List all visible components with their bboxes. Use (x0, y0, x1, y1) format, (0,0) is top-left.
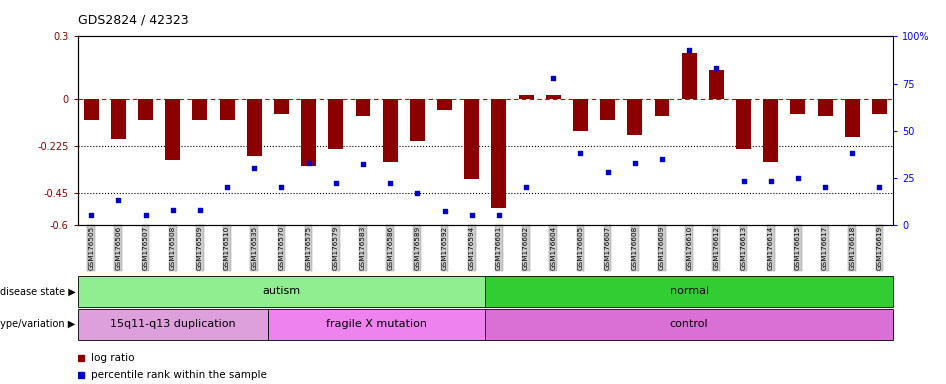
Point (790, 175, 805, 181)
Point (763, 178, 779, 184)
Point (709, 65, 724, 71)
Point (872, 184, 887, 190)
Point (546, 75, 561, 81)
Point (573, 150, 588, 156)
Bar (485, 309, 893, 340)
Point (356, 161, 371, 167)
Bar (573, 99, 587, 131)
Point (491, 212, 506, 218)
Bar (83, 99, 98, 120)
Bar (518, 95, 534, 99)
Text: autism: autism (262, 286, 301, 296)
Point (274, 184, 289, 190)
Point (247, 165, 262, 171)
Bar (138, 99, 153, 120)
Point (192, 207, 207, 213)
Bar (247, 99, 262, 156)
Point (627, 159, 642, 166)
Text: log ratio: log ratio (91, 353, 134, 362)
Point (301, 159, 316, 166)
Bar (383, 99, 397, 162)
Bar (655, 99, 670, 116)
Bar (682, 53, 696, 99)
Bar (437, 99, 452, 110)
Text: GDS2824 / 42323: GDS2824 / 42323 (78, 14, 188, 27)
Bar (274, 99, 289, 114)
Bar (709, 70, 724, 99)
Bar (600, 99, 615, 120)
Point (219, 184, 235, 190)
Bar (410, 99, 425, 141)
Bar (736, 99, 751, 149)
Bar (328, 99, 343, 149)
Bar (546, 95, 561, 99)
Point (655, 156, 670, 162)
Bar (817, 99, 832, 116)
Point (736, 178, 751, 184)
Point (328, 180, 343, 186)
Text: percentile rank within the sample: percentile rank within the sample (91, 370, 267, 380)
Text: normal: normal (670, 286, 709, 296)
Bar (219, 99, 235, 120)
Point (83, 212, 98, 218)
Text: disease state ▶: disease state ▶ (0, 286, 76, 296)
Point (845, 150, 860, 156)
Point (817, 184, 832, 190)
Bar (192, 99, 207, 120)
Text: 15q11-q13 duplication: 15q11-q13 duplication (110, 319, 236, 329)
Text: control: control (670, 319, 709, 329)
Text: fragile X mutation: fragile X mutation (326, 319, 427, 329)
Bar (491, 99, 506, 208)
Bar (166, 99, 180, 160)
Bar (872, 99, 887, 114)
Bar (356, 99, 371, 116)
Point (464, 212, 480, 218)
Bar (78, 309, 268, 340)
Bar (78, 276, 485, 307)
Point (681, 46, 696, 53)
Bar (627, 99, 642, 135)
Bar (791, 99, 805, 114)
Bar (845, 99, 860, 137)
Bar (268, 309, 485, 340)
Point (111, 197, 126, 203)
Point (518, 184, 534, 190)
Bar (464, 99, 480, 179)
Point (138, 212, 153, 218)
Bar (763, 99, 779, 162)
Bar (485, 276, 893, 307)
Point (166, 207, 181, 213)
Point (437, 209, 452, 215)
Point (382, 180, 397, 186)
Bar (301, 99, 316, 166)
Point (410, 190, 425, 196)
Bar (111, 99, 126, 139)
Text: genotype/variation ▶: genotype/variation ▶ (0, 319, 76, 329)
Point (600, 169, 615, 175)
